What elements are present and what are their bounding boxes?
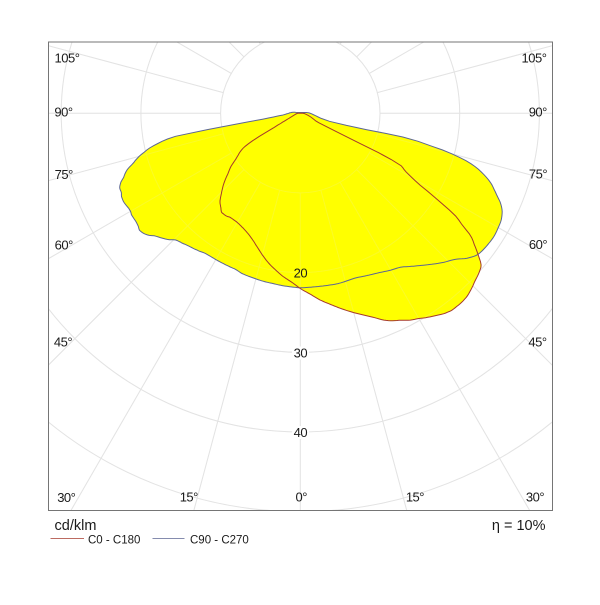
svg-text:30: 30 <box>294 346 308 361</box>
svg-text:75°: 75° <box>55 167 73 182</box>
svg-text:40: 40 <box>294 425 308 440</box>
svg-text:η = 10%: η = 10% <box>492 518 546 534</box>
svg-text:cd/klm: cd/klm <box>55 518 97 534</box>
svg-text:60°: 60° <box>55 237 73 252</box>
svg-text:45°: 45° <box>528 335 546 350</box>
svg-text:75°: 75° <box>529 166 547 181</box>
svg-text:20: 20 <box>294 266 308 281</box>
svg-text:105°: 105° <box>55 51 80 66</box>
svg-text:30°: 30° <box>57 490 75 505</box>
svg-text:60°: 60° <box>529 237 547 252</box>
svg-text:C90 - C270: C90 - C270 <box>190 535 249 547</box>
svg-text:15°: 15° <box>406 489 424 504</box>
svg-text:0°: 0° <box>295 489 307 504</box>
svg-text:90°: 90° <box>54 105 72 120</box>
svg-text:15°: 15° <box>180 489 198 504</box>
svg-text:105°: 105° <box>522 51 547 66</box>
svg-text:90°: 90° <box>529 105 547 120</box>
svg-text:45°: 45° <box>54 334 72 349</box>
svg-text:30°: 30° <box>526 489 544 504</box>
svg-text:C0 - C180: C0 - C180 <box>88 535 140 547</box>
